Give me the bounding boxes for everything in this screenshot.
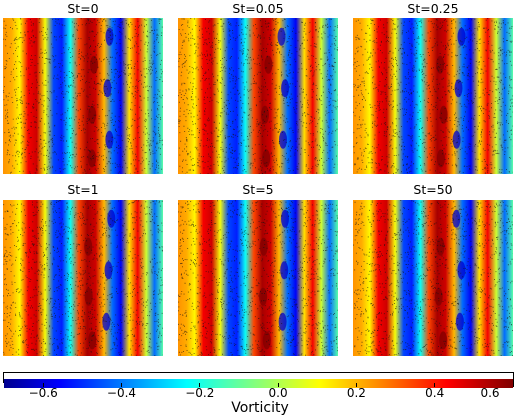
colorbar-tick-label: −0.6 [28,386,58,400]
vortex-blob [439,331,448,350]
colorbar-label: Vorticity [231,400,289,416]
colorbar-tick-label: −0.4 [106,386,137,400]
vorticity-panel [353,200,513,356]
panel-title: St=0.25 [407,1,459,16]
vorticity-panel [178,200,338,356]
vortex-blob [105,130,114,149]
vortex-blob [278,312,287,331]
particle-dots [178,18,338,174]
vorticity-bands [353,200,513,356]
panel-title: St=0.05 [232,1,284,16]
vortex-blob [90,55,98,74]
vortex-blob [103,79,112,98]
colorbar-tick-label: −0.2 [185,386,215,400]
vortex-blob [279,130,287,149]
vortex-blob [277,27,286,46]
vorticity-panel [178,18,338,174]
vortex-blob [455,312,464,331]
colorbar-gradient [4,379,513,388]
vortex-blob [454,79,463,98]
vorticity-panel [353,18,513,174]
panel-title: St=0 [67,1,99,16]
vorticity-field [178,18,338,174]
vortex-blob [261,105,269,124]
colorbar-tick [121,383,122,387]
vortex-blob [281,79,290,98]
vortex-blob [105,27,114,46]
vorticity-bands [3,18,163,174]
vortex-blob [84,237,93,256]
colorbar-tick [42,383,44,387]
vorticity-bands [178,200,338,356]
panel-title: St=1 [67,182,99,197]
vortex-blob [436,149,445,168]
vortex-blob [104,261,113,280]
colorbar [3,372,514,388]
vortex-blob [259,237,268,256]
vorticity-field [353,18,513,174]
colorbar-tick [512,383,514,387]
particle-dots [178,200,338,356]
vortex-blob [452,209,461,228]
vorticity-field [178,200,338,356]
vorticity-bands [353,18,513,174]
vorticity-field [3,200,163,356]
vorticity-bands [3,200,163,356]
vortex-blob [259,287,268,306]
vortex-blob [88,105,97,124]
vorticity-panel [3,200,163,356]
vorticity-field [353,200,513,356]
vortex-blob [434,287,443,306]
vortex-blob [281,209,289,228]
vortex-blob [280,261,289,280]
colorbar-tick-label: 0.6 [480,386,500,400]
vorticity-bands [178,18,338,174]
vorticity-panel [3,18,163,174]
colorbar-tick [199,383,201,387]
colorbar-tick-label: 0.4 [425,386,445,400]
panel-title: St=5 [242,182,274,197]
colorbar-tick [434,383,436,387]
vortex-blob [457,27,466,46]
vortex-blob [84,287,93,306]
vortex-blob [439,105,448,124]
vortex-blob [264,55,273,74]
vortex-blob [457,261,466,280]
colorbar-tick-label: 0.0 [268,386,288,400]
colorbar-tick [355,383,357,387]
vortex-blob [262,149,271,168]
vortex-blob [262,331,271,350]
vortex-blob [452,130,461,149]
colorbar-tick [277,383,279,387]
panel-title: St=50 [413,182,453,197]
colorbar-tick-label: 0.2 [346,386,366,400]
vorticity-field [3,18,163,174]
